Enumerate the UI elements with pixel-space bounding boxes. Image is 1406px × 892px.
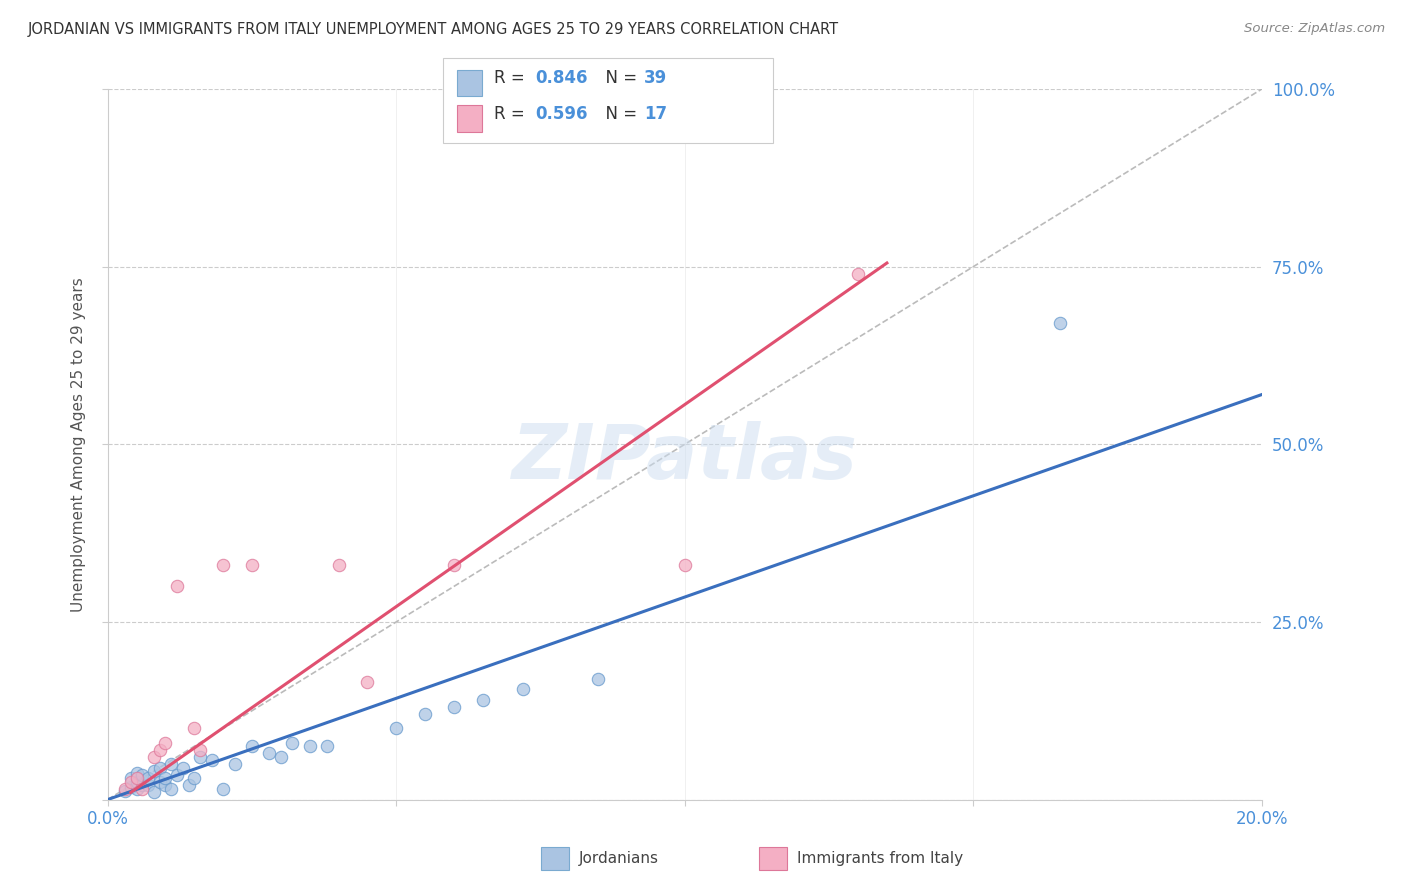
- Point: [588, 672, 610, 686]
- Point: [136, 778, 159, 792]
- Point: [125, 771, 148, 785]
- Point: [298, 739, 321, 754]
- Text: Source: ZipAtlas.com: Source: ZipAtlas.com: [1244, 22, 1385, 36]
- Text: Jordanians: Jordanians: [579, 852, 659, 866]
- Text: 0.846: 0.846: [536, 70, 588, 87]
- Point: [673, 558, 696, 572]
- Point: [259, 747, 281, 761]
- Point: [166, 767, 188, 781]
- Point: [114, 784, 136, 798]
- Point: [155, 778, 177, 792]
- Point: [281, 736, 304, 750]
- Text: ZIPatlas: ZIPatlas: [512, 421, 858, 495]
- Point: [125, 781, 148, 796]
- Point: [846, 267, 869, 281]
- Point: [188, 743, 211, 757]
- Point: [183, 771, 205, 785]
- Point: [120, 771, 142, 785]
- Point: [471, 693, 494, 707]
- Point: [131, 781, 153, 796]
- Text: 0.596: 0.596: [536, 105, 588, 123]
- Point: [316, 739, 339, 754]
- Point: [328, 558, 350, 572]
- Y-axis label: Unemployment Among Ages 25 to 29 years: Unemployment Among Ages 25 to 29 years: [72, 277, 86, 612]
- Text: R =: R =: [494, 105, 530, 123]
- Text: JORDANIAN VS IMMIGRANTS FROM ITALY UNEMPLOYMENT AMONG AGES 25 TO 29 YEARS CORREL: JORDANIAN VS IMMIGRANTS FROM ITALY UNEMP…: [28, 22, 839, 37]
- Text: 17: 17: [644, 105, 666, 123]
- Point: [212, 781, 235, 796]
- Point: [149, 743, 172, 757]
- Point: [155, 736, 177, 750]
- Point: [131, 778, 153, 792]
- Text: R =: R =: [494, 70, 530, 87]
- Point: [240, 739, 263, 754]
- Point: [142, 785, 165, 799]
- Point: [160, 781, 183, 796]
- Point: [172, 760, 194, 774]
- Point: [142, 750, 165, 764]
- Point: [149, 760, 172, 774]
- Text: N =: N =: [595, 105, 643, 123]
- Point: [385, 722, 408, 736]
- Point: [356, 675, 378, 690]
- Point: [120, 780, 142, 794]
- Point: [443, 700, 465, 714]
- Point: [131, 767, 153, 781]
- Point: [413, 707, 436, 722]
- Point: [1049, 317, 1071, 331]
- Point: [166, 579, 188, 593]
- Point: [240, 558, 263, 572]
- Point: [188, 750, 211, 764]
- Point: [512, 682, 534, 697]
- Point: [155, 771, 177, 785]
- Point: [136, 771, 159, 785]
- Point: [443, 558, 465, 572]
- Point: [177, 778, 200, 792]
- Point: [160, 756, 183, 771]
- Point: [224, 756, 246, 771]
- Point: [201, 754, 224, 768]
- Point: [120, 774, 142, 789]
- Point: [212, 558, 235, 572]
- Text: Immigrants from Italy: Immigrants from Italy: [797, 852, 963, 866]
- Point: [125, 774, 148, 789]
- Point: [270, 750, 292, 764]
- Point: [149, 774, 172, 789]
- Text: N =: N =: [595, 70, 643, 87]
- Text: 39: 39: [644, 70, 668, 87]
- Point: [183, 722, 205, 736]
- Point: [142, 764, 165, 778]
- Point: [114, 781, 136, 796]
- Point: [125, 765, 148, 780]
